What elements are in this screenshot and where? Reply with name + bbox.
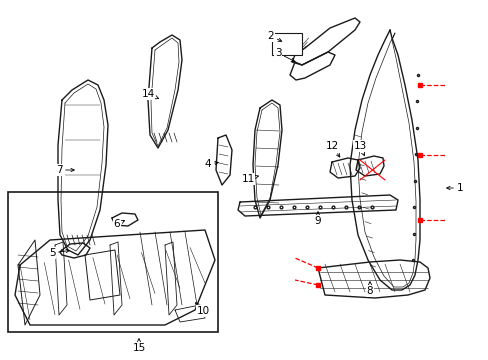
Text: 14: 14 — [141, 89, 158, 99]
Text: 15: 15 — [132, 339, 145, 353]
Text: 12: 12 — [325, 141, 339, 157]
Text: 13: 13 — [353, 141, 366, 156]
Text: 7: 7 — [56, 165, 74, 175]
Text: 5: 5 — [49, 248, 69, 258]
Text: 3: 3 — [274, 48, 294, 61]
Text: 4: 4 — [204, 159, 218, 169]
Text: 9: 9 — [314, 212, 321, 226]
Text: 6: 6 — [113, 219, 124, 229]
Bar — [8, 192, 218, 332]
Text: 8: 8 — [366, 282, 372, 296]
Text: 11: 11 — [241, 174, 258, 184]
Text: 10: 10 — [195, 303, 209, 316]
Text: 2: 2 — [267, 31, 281, 41]
Text: 1: 1 — [446, 183, 462, 193]
Bar — [271, 33, 302, 55]
